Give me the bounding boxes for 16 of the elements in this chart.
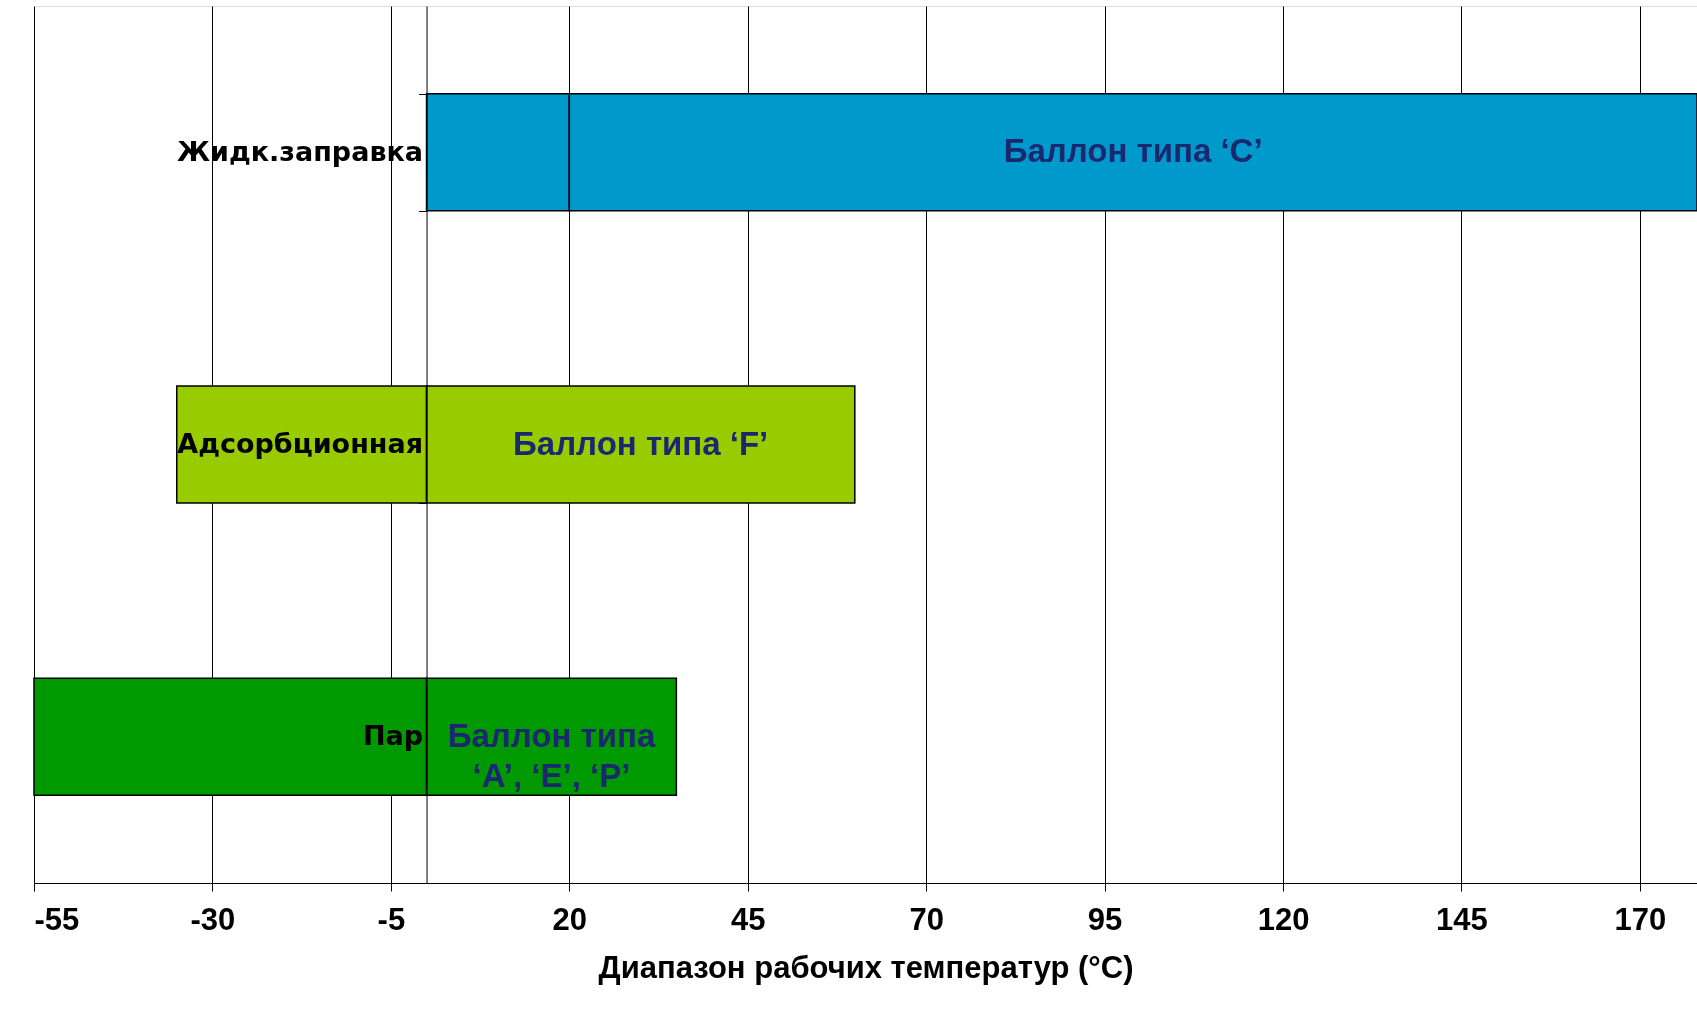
x-tick-label: 170 [1614, 901, 1667, 937]
x-tick-label: -5 [377, 901, 406, 937]
x-tick-label: -55 [34, 901, 80, 937]
x-tick-label: 70 [909, 901, 944, 937]
x-tick-label: -30 [190, 901, 236, 937]
x-tick-label: 95 [1087, 901, 1123, 937]
x-tick-label: 145 [1436, 901, 1488, 937]
x-tick-label: 120 [1257, 901, 1310, 937]
y-tick-label: Адсорбционная [177, 428, 424, 459]
x-tick-label: 45 [730, 901, 766, 937]
data-label: Баллон типа ‘F’ [513, 424, 769, 462]
y-tick-label: Пар [362, 720, 424, 752]
x-tick-label: 20 [552, 901, 588, 937]
x-axis-title: Диапазон рабочих температур (°C) [598, 949, 1134, 985]
data-label: Баллон типа ‘C’ [1003, 132, 1263, 170]
data-label: Баллон типа ‘A’, ‘E’, ‘P’ [447, 716, 656, 794]
